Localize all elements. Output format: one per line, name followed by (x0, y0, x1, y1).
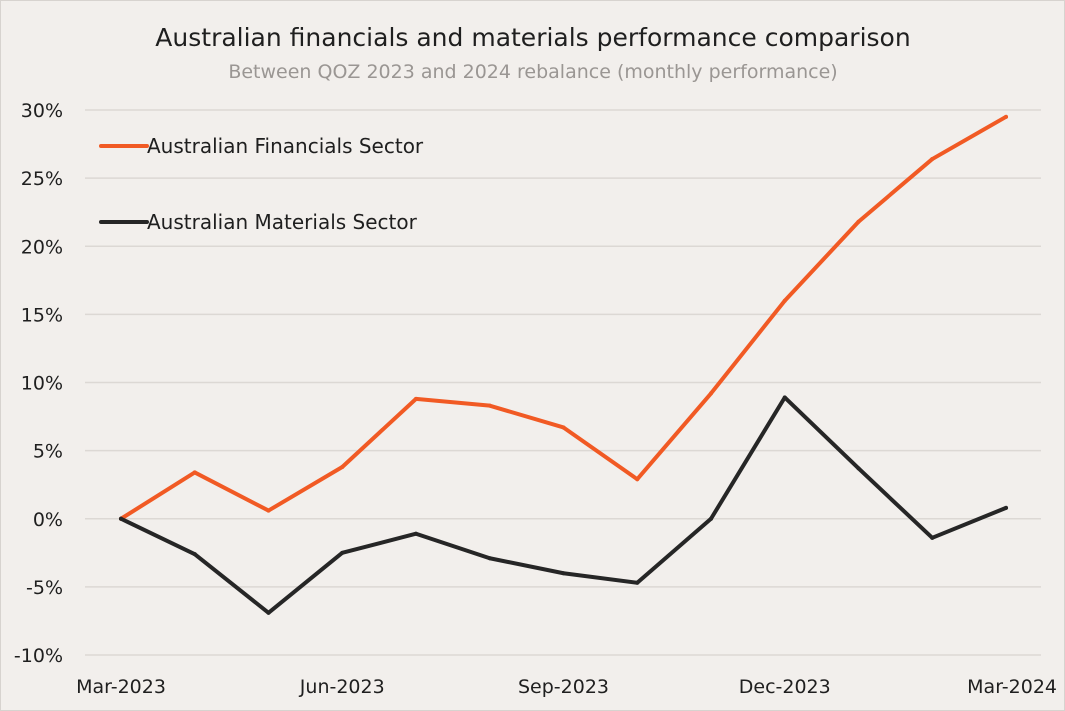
y-tick-label: 0% (33, 509, 63, 531)
data-point (192, 470, 197, 475)
x-tick-label: Jun-2023 (299, 676, 385, 698)
y-tick-label: -10% (14, 645, 63, 667)
data-point (782, 298, 787, 303)
series-lines (119, 114, 1008, 615)
y-tick-label: 10% (21, 373, 63, 395)
y-tick-label: 15% (21, 304, 63, 326)
y-tick-label: -5% (26, 577, 63, 599)
data-point (414, 531, 418, 536)
x-tick-label: Sep-2023 (518, 676, 609, 698)
data-point (266, 610, 271, 615)
data-point (709, 391, 713, 396)
data-point (340, 464, 345, 469)
series-line-financials (119, 114, 1008, 521)
x-axis: Mar-2023 Jun-2023 Sep-2023 Dec-2023 Mar-2024 (76, 676, 1057, 698)
gridlines (85, 109, 1041, 656)
y-tick-label: 20% (21, 236, 63, 258)
legend-label: Australian Financials Sector (147, 134, 424, 158)
data-point (856, 219, 861, 224)
y-tick-label: 30% (21, 100, 63, 122)
data-point (561, 425, 566, 430)
data-point (561, 571, 566, 576)
legend-label: Australian Materials Sector (147, 210, 418, 234)
y-tick-label: 5% (33, 441, 63, 463)
legend: Australian Financials Sector Australian M… (99, 134, 424, 234)
x-tick-label: Dec-2023 (739, 676, 831, 698)
data-point (414, 396, 418, 401)
data-point (1004, 505, 1008, 510)
y-axis: 30% 25% 20% 15% 10% 5% 0% -5% -10% (14, 100, 63, 667)
data-point (192, 552, 197, 557)
data-point (930, 535, 935, 540)
data-point (1004, 114, 1008, 119)
data-point (487, 403, 492, 408)
data-point (487, 556, 492, 561)
x-tick-label: Mar-2024 (967, 676, 1057, 698)
data-point (635, 477, 640, 482)
data-point (782, 395, 787, 400)
data-point (119, 516, 123, 521)
data-point (266, 508, 271, 513)
data-point (340, 550, 345, 555)
y-tick-label: 25% (21, 168, 63, 190)
data-point (930, 157, 935, 162)
data-point (635, 580, 640, 585)
chart-subtitle: Between QOZ 2023 and 2024 rebalance (mon… (228, 61, 837, 83)
x-tick-label: Mar-2023 (76, 676, 166, 698)
data-point (709, 516, 713, 521)
chart-title: Australian financials and materials perf… (155, 23, 910, 52)
data-point (856, 466, 861, 471)
